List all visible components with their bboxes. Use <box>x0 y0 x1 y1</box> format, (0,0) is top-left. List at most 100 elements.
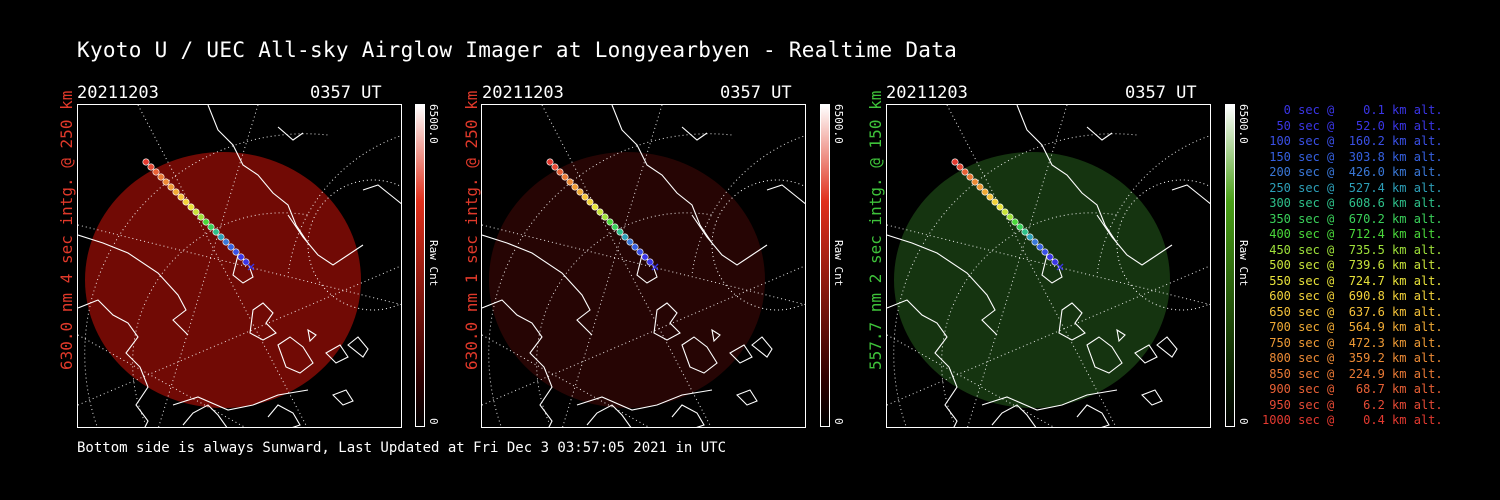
legend-row: 550 sec @ 724.7 km alt. <box>1262 273 1443 288</box>
panel-1-colorbar <box>415 104 425 427</box>
panel-1-colorbar-unit: Raw Cnt <box>427 240 440 287</box>
legend-row: 100 sec @ 160.2 km alt. <box>1262 134 1443 148</box>
panel-1-colorbar-max: 6500.0 <box>427 104 440 144</box>
iss-track-point <box>561 173 569 181</box>
panel-2-map <box>482 105 805 427</box>
legend-row: 500 sec @ 739.6 km alt. <box>1262 258 1443 272</box>
iss-track-point <box>1026 233 1034 241</box>
panel-1-map <box>78 105 401 427</box>
legend-row: 350 sec @ 670.2 km alt. <box>1262 211 1443 226</box>
iss-track-point <box>202 218 210 226</box>
iss-track-point <box>1006 213 1014 221</box>
iss-track-point <box>976 183 984 191</box>
iss-track-point <box>182 198 190 206</box>
iss-track-point <box>212 228 220 236</box>
iss-track-point <box>991 198 999 206</box>
legend-row: 750 sec @ 472.3 km alt. <box>1262 335 1443 350</box>
iss-track-point <box>601 213 609 221</box>
legend-row: 950 sec @ 6.2 km alt. <box>1262 397 1443 412</box>
legend-row: 150 sec @ 303.8 km alt. <box>1262 149 1443 164</box>
page-title: Kyoto U / UEC All-sky Airglow Imager at … <box>77 38 958 62</box>
panel-3-colorbar <box>1225 104 1235 427</box>
panel-2-side-label: 630.0 nm 1 sec intg. @ 250 km <box>462 90 481 370</box>
legend-row: 900 sec @ 68.7 km alt. <box>1262 382 1443 396</box>
iss-track-point <box>232 248 240 256</box>
panel-1-side-label: 630.0 nm 4 sec intg. @ 250 km <box>57 90 76 370</box>
iss-track-point <box>177 193 185 201</box>
iss-track-point <box>546 158 554 166</box>
iss-track-point <box>157 173 165 181</box>
legend-row: 0 sec @ 0.1 km alt. <box>1262 103 1443 117</box>
panel-2-date: 20211203 <box>482 83 564 103</box>
iss-track-point <box>152 168 160 176</box>
panel-2-image <box>481 104 806 428</box>
panel-2-colorbar <box>820 104 830 427</box>
iss-track-point <box>217 233 225 241</box>
iss-track-point <box>586 198 594 206</box>
iss-track-point <box>556 168 564 176</box>
iss-track-point <box>227 243 235 251</box>
footer-status: Bottom side is always Sunward, Last Upda… <box>77 440 727 456</box>
iss-track-point <box>197 213 205 221</box>
iss-track-point <box>551 163 559 171</box>
legend-row: 650 sec @ 637.6 km alt. <box>1262 304 1443 319</box>
iss-track-point <box>581 193 589 201</box>
panel-3-colorbar-unit: Raw Cnt <box>1237 240 1250 287</box>
iss-track-point <box>242 258 250 266</box>
iss-track-point <box>636 248 644 256</box>
iss-track-point <box>187 203 195 211</box>
panel-1-colorbar-min: 0 <box>427 418 440 425</box>
legend-row: 600 sec @ 690.8 km alt. <box>1262 289 1443 303</box>
legend-row: 50 sec @ 52.0 km alt. <box>1262 118 1443 133</box>
panel-1-image <box>77 104 402 428</box>
iss-track-point <box>961 168 969 176</box>
track-end-marker <box>651 263 659 271</box>
iss-track-point <box>951 158 959 166</box>
iss-track-point <box>1041 248 1049 256</box>
iss-track-point <box>1031 238 1039 246</box>
legend-row: 200 sec @ 426.0 km alt. <box>1262 165 1443 179</box>
panel-3-time: 0357 UT <box>1125 83 1197 103</box>
iss-track-point <box>606 218 614 226</box>
track-end-marker <box>247 263 255 271</box>
iss-track-point <box>172 188 180 196</box>
panel-2-colorbar-unit: Raw Cnt <box>832 240 845 287</box>
panel-3-colorbar-max: 6500.0 <box>1237 104 1250 144</box>
iss-track-point <box>981 188 989 196</box>
iss-track-point <box>621 233 629 241</box>
iss-track-point <box>571 183 579 191</box>
panel-3-map <box>887 105 1210 427</box>
iss-track-point <box>626 238 634 246</box>
panel-2-time: 0357 UT <box>720 83 792 103</box>
iss-track-point <box>966 173 974 181</box>
iss-track-point <box>147 163 155 171</box>
iss-track-point <box>576 188 584 196</box>
iss-track-point <box>1036 243 1044 251</box>
iss-track-point <box>971 178 979 186</box>
iss-track-point <box>641 253 649 261</box>
legend-row: 450 sec @ 735.5 km alt. <box>1262 242 1443 257</box>
iss-track-point <box>616 228 624 236</box>
iss-track-point <box>631 243 639 251</box>
panel-3-date: 20211203 <box>886 83 968 103</box>
iss-track-point <box>596 208 604 216</box>
iss-track-point <box>162 178 170 186</box>
panel-3-image <box>886 104 1211 428</box>
legend-row: 400 sec @ 712.4 km alt. <box>1262 227 1443 241</box>
iss-track-point <box>142 158 150 166</box>
track-end-marker <box>1056 263 1064 271</box>
panel-3-colorbar-min: 0 <box>1237 418 1250 425</box>
iss-track-point <box>611 223 619 231</box>
panel-1-date: 20211203 <box>77 83 159 103</box>
iss-track-point <box>192 208 200 216</box>
legend-row: 1000 sec @ 0.4 km alt. <box>1262 413 1443 427</box>
iss-track-point <box>237 253 245 261</box>
iss-track-point <box>1001 208 1009 216</box>
iss-track-point <box>566 178 574 186</box>
iss-track-point <box>1021 228 1029 236</box>
legend-row: 300 sec @ 608.6 km alt. <box>1262 196 1443 210</box>
panel-3-side-label: 557.7 nm 2 sec intg. @ 150 km <box>866 90 885 370</box>
iss-track-point <box>1016 223 1024 231</box>
iss-track-point <box>1051 258 1059 266</box>
iss-track-point <box>167 183 175 191</box>
